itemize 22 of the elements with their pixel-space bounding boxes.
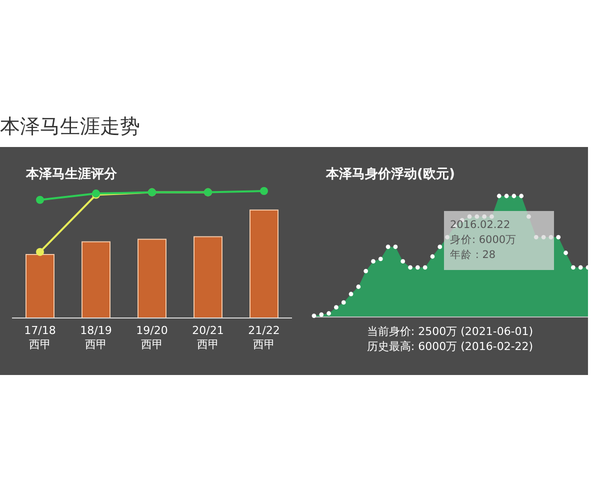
text: 当前身价: 2500万 (2021-06-01) <box>366 325 534 338</box>
point <box>260 187 268 195</box>
point <box>36 196 44 204</box>
annotation: 2016.02.22 <box>450 219 510 231</box>
bar <box>250 210 278 318</box>
bar <box>82 241 110 318</box>
chart-title: 本泽马身价浮动(欧元) <box>325 166 455 182</box>
x-tick-label: 18/19 西甲 <box>80 324 112 351</box>
x-tick-label: 20/21 西甲 <box>192 324 224 351</box>
x-tick-label: 19/20 西甲 <box>136 324 168 351</box>
chart-subtitle: 本泽马生涯评分 <box>25 167 118 182</box>
bar <box>194 236 222 318</box>
annotation: 年龄 : 28 <box>450 249 496 261</box>
x-tick-label: 17/18 西甲 <box>24 324 56 351</box>
bar <box>138 238 166 318</box>
x-tick-label: 21/22 西甲 <box>248 324 280 351</box>
tooltip-box: 2016.02.22 身价: 6000万 年龄 : 28 <box>444 211 554 270</box>
point <box>36 248 44 256</box>
annotation: 身价: 6000万 <box>450 234 517 246</box>
bar <box>26 254 54 318</box>
chart-title: 本泽马生涯走势 <box>0 114 140 138</box>
text: 历史最高: 6000万 (2016-02-22) <box>366 340 534 353</box>
